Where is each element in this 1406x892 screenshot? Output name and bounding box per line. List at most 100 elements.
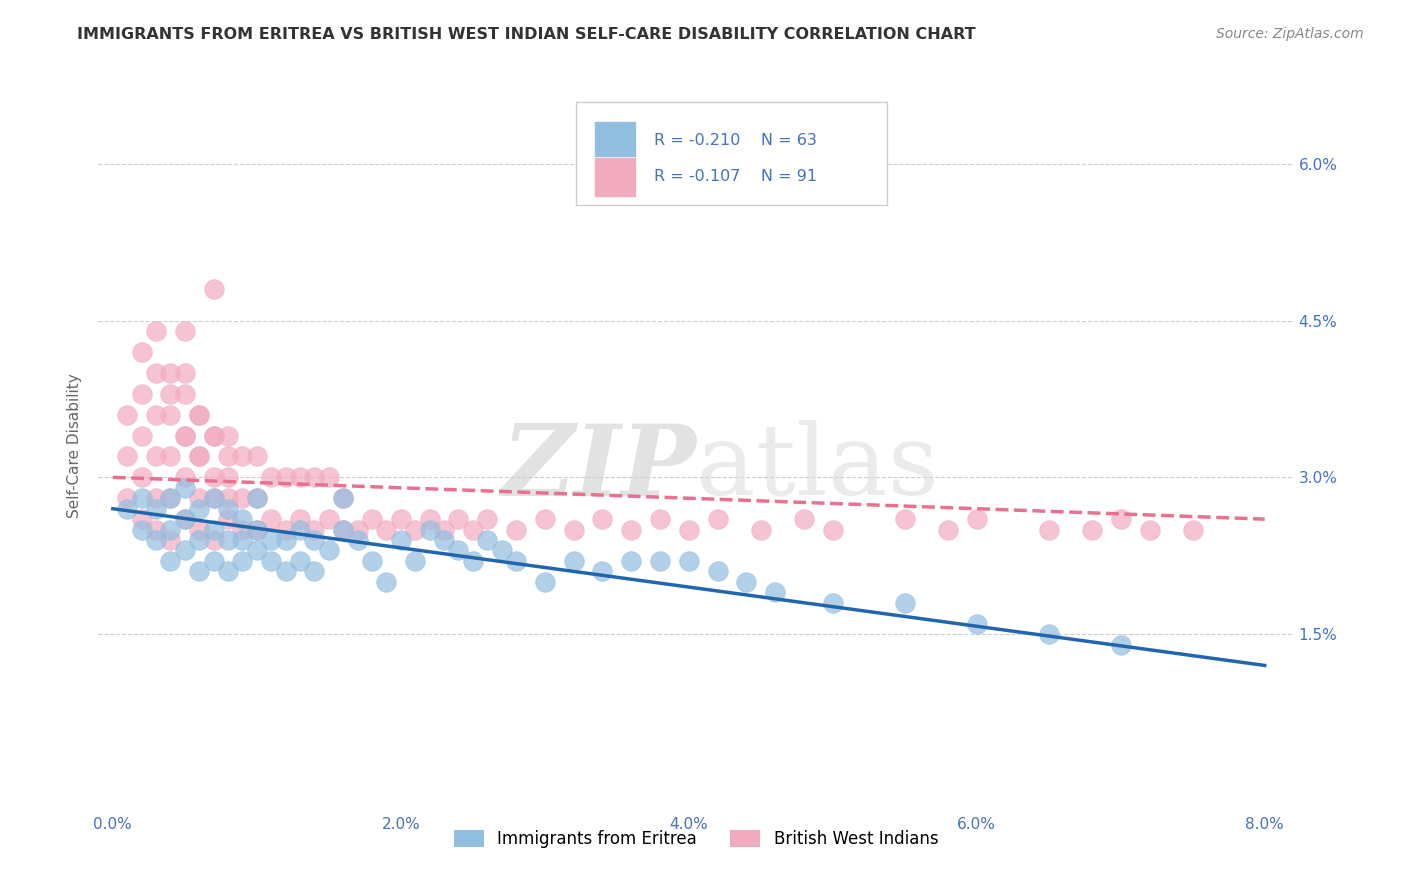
Point [217, 501, 239, 516]
Point [159, 533, 181, 547]
Point [793, 512, 815, 526]
Point [1038, 627, 1060, 641]
Point [217, 450, 239, 464]
Point [246, 491, 269, 506]
Point [375, 523, 398, 537]
Point [131, 470, 153, 484]
Point [188, 450, 211, 464]
Point [131, 345, 153, 359]
Point [246, 491, 269, 506]
Point [389, 533, 412, 547]
Point [173, 512, 195, 526]
Point [131, 428, 153, 442]
Point [231, 491, 253, 506]
Point [1109, 638, 1132, 652]
Point [131, 491, 153, 506]
FancyBboxPatch shape [595, 157, 637, 197]
Text: IMMIGRANTS FROM ERITREA VS BRITISH WEST INDIAN SELF-CARE DISABILITY CORRELATION : IMMIGRANTS FROM ERITREA VS BRITISH WEST … [77, 27, 976, 42]
Point [318, 543, 340, 558]
Text: ZIP: ZIP [501, 420, 696, 516]
Point [217, 565, 239, 579]
Point [1038, 523, 1060, 537]
FancyBboxPatch shape [595, 120, 637, 161]
Point [433, 523, 456, 537]
Point [173, 428, 195, 442]
Point [159, 491, 181, 506]
Point [375, 574, 398, 589]
Point [966, 512, 988, 526]
Point [202, 282, 225, 296]
Point [173, 481, 195, 495]
Point [749, 523, 772, 537]
Point [159, 491, 181, 506]
Point [447, 512, 470, 526]
Point [145, 501, 167, 516]
Point [188, 501, 211, 516]
Point [217, 428, 239, 442]
Point [115, 501, 138, 516]
Point [188, 565, 211, 579]
Point [202, 428, 225, 442]
Point [591, 512, 613, 526]
Point [274, 565, 297, 579]
Point [145, 408, 167, 422]
Point [966, 616, 988, 631]
Point [217, 512, 239, 526]
Point [260, 554, 283, 568]
Text: R = -0.210    N = 63: R = -0.210 N = 63 [654, 133, 817, 148]
Point [131, 523, 153, 537]
Point [246, 543, 269, 558]
Point [678, 554, 700, 568]
Point [173, 386, 195, 401]
Point [159, 408, 181, 422]
Point [246, 523, 269, 537]
Point [318, 470, 340, 484]
Point [477, 533, 499, 547]
Point [332, 491, 354, 506]
Point [217, 470, 239, 484]
Point [231, 512, 253, 526]
Point [115, 450, 138, 464]
Point [217, 491, 239, 506]
Point [433, 533, 456, 547]
Point [893, 512, 915, 526]
Point [936, 523, 959, 537]
Point [173, 428, 195, 442]
Point [131, 512, 153, 526]
Point [419, 523, 441, 537]
Point [678, 523, 700, 537]
Point [346, 533, 368, 547]
Point [419, 512, 441, 526]
Point [217, 533, 239, 547]
Point [188, 408, 211, 422]
Point [231, 554, 253, 568]
Point [1109, 512, 1132, 526]
Point [620, 554, 643, 568]
Point [562, 554, 585, 568]
Point [304, 565, 326, 579]
Point [346, 523, 368, 537]
Point [332, 491, 354, 506]
Point [246, 450, 269, 464]
Point [159, 386, 181, 401]
Point [332, 523, 354, 537]
Point [173, 324, 195, 338]
Point [361, 554, 384, 568]
Point [145, 491, 167, 506]
Point [188, 450, 211, 464]
Point [361, 512, 384, 526]
Point [145, 450, 167, 464]
Point [1181, 523, 1204, 537]
Point [260, 533, 283, 547]
Point [404, 523, 426, 537]
Point [188, 533, 211, 547]
Point [461, 554, 484, 568]
Point [447, 543, 470, 558]
Point [188, 491, 211, 506]
Point [505, 554, 527, 568]
Point [893, 596, 915, 610]
Y-axis label: Self-Care Disability: Self-Care Disability [67, 374, 83, 518]
Point [202, 533, 225, 547]
Point [648, 512, 671, 526]
Point [231, 533, 253, 547]
